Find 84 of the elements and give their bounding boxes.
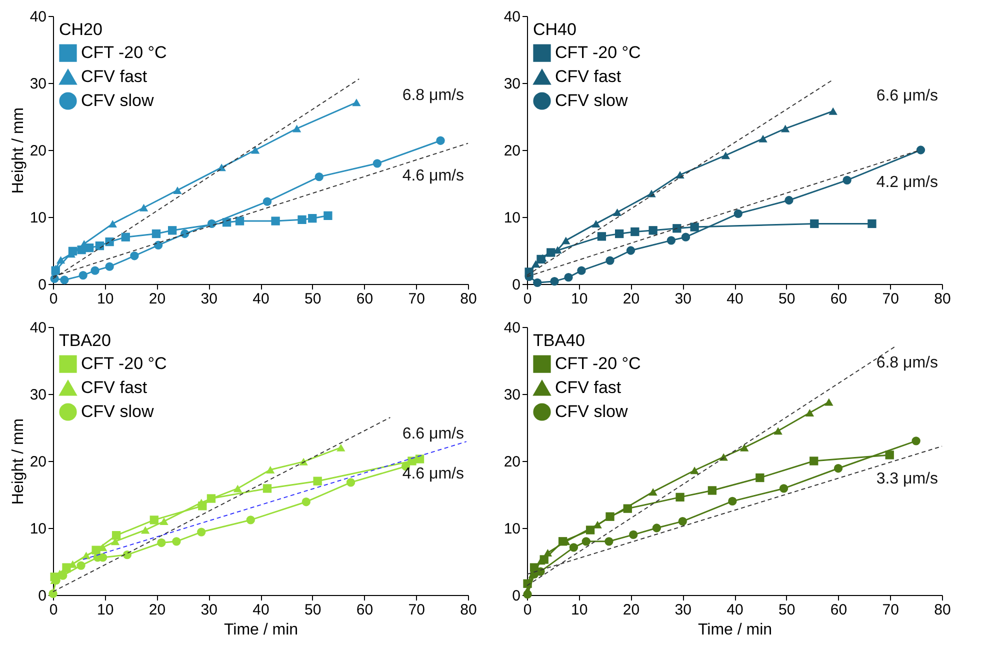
x-tick-label: 30 [200, 602, 218, 618]
y-tick-label: 30 [504, 386, 520, 404]
x-tick-label: 60 [830, 290, 848, 308]
x-tick-label: 40 [726, 602, 744, 618]
y-tick-label: 30 [30, 76, 46, 92]
y-tick-label: 20 [504, 454, 520, 470]
x-tick-label: 70 [882, 602, 899, 618]
legend-label: CFT -20 °C [81, 354, 167, 373]
legend-title: CH20 [59, 20, 102, 39]
x-tick-label: 20 [622, 602, 640, 618]
y-tick-label: 10 [30, 210, 46, 226]
y-tick-label: 20 [30, 142, 46, 160]
x-tick-label: 60 [830, 602, 848, 618]
x-tick-label: 80 [934, 290, 951, 308]
x-axis-title: Time / min [224, 622, 298, 638]
x-tick-label: 10 [97, 290, 114, 308]
x-tick-label: 70 [408, 602, 425, 618]
x-tick-label: 50 [778, 602, 796, 618]
x-tick-label: 20 [148, 290, 166, 308]
annotation: 6.8 μm/s [876, 354, 938, 372]
x-tick-label: 10 [571, 290, 588, 308]
legend-label: CFV slow [555, 402, 628, 421]
y-tick-label: 40 [30, 320, 46, 336]
x-tick-label: 40 [252, 290, 270, 308]
x-tick-label: 0 [49, 290, 58, 308]
y-tick-label: 0 [38, 276, 46, 294]
x-tick-label: 10 [571, 602, 588, 618]
y-tick-label: 10 [30, 520, 46, 538]
legend-label: CFV slow [555, 91, 628, 110]
legend-label: CFV fast [555, 378, 622, 397]
y-axis-title: Height / mm [10, 418, 27, 505]
x-tick-label: 20 [622, 290, 640, 308]
y-tick-label: 10 [504, 210, 520, 226]
legend-title: CH40 [533, 20, 576, 39]
x-tick-label: 80 [460, 602, 477, 618]
legend-label: CFV slow [81, 91, 154, 110]
y-tick-label: 30 [30, 386, 46, 404]
y-tick-label: 40 [504, 8, 520, 26]
annotation: 4.2 μm/s [876, 174, 938, 191]
annotation: 3.3 μm/s [876, 470, 938, 488]
x-tick-label: 30 [674, 602, 692, 618]
legend-label: CFT -20 °C [555, 43, 641, 62]
x-tick-label: 40 [252, 602, 270, 618]
annotation: 4.6 μm/s [402, 167, 464, 184]
legend-label: CFT -20 °C [81, 43, 167, 62]
y-tick-label: 40 [30, 8, 46, 26]
annotation: 6.8 μm/s [402, 86, 464, 104]
x-tick-label: 60 [356, 602, 374, 618]
legend-title: TBA20 [59, 331, 111, 350]
y-tick-label: 20 [30, 454, 46, 470]
y-axis-title: Height / mm [10, 107, 27, 194]
annotation: 6.6 μm/s [402, 425, 464, 442]
y-tick-label: 30 [504, 76, 520, 92]
legend-label: CFV fast [555, 67, 622, 86]
annotation: 6.6 μm/s [876, 88, 938, 105]
x-tick-label: 50 [778, 290, 796, 308]
x-tick-label: 10 [97, 602, 114, 618]
legend-label: CFV slow [81, 402, 154, 421]
y-tick-label: 10 [504, 520, 520, 538]
x-tick-label: 0 [523, 602, 532, 618]
x-tick-label: 40 [726, 290, 744, 308]
x-tick-label: 70 [882, 290, 899, 308]
legend-label: CFT -20 °C [555, 354, 641, 373]
annotation: 4.6 μm/s [402, 466, 464, 483]
y-tick-label: 0 [512, 276, 520, 294]
x-tick-label: 0 [49, 602, 58, 618]
x-tick-label: 60 [356, 290, 374, 308]
x-tick-label: 50 [304, 602, 322, 618]
x-tick-label: 50 [304, 290, 322, 308]
y-tick-label: 40 [504, 320, 520, 336]
legend-label: CFV fast [81, 67, 148, 86]
x-tick-label: 80 [460, 290, 477, 308]
x-tick-label: 80 [934, 602, 951, 618]
legend-title: TBA40 [533, 331, 585, 350]
y-tick-label: 20 [504, 142, 520, 160]
x-axis-title: Time / min [698, 622, 772, 638]
x-tick-label: 30 [200, 290, 218, 308]
x-tick-label: 0 [523, 290, 532, 308]
x-tick-label: 70 [408, 290, 425, 308]
y-tick-label: 0 [512, 588, 520, 604]
legend-label: CFV fast [81, 378, 148, 397]
x-tick-label: 20 [148, 602, 166, 618]
x-tick-label: 30 [674, 290, 692, 308]
y-tick-label: 0 [38, 588, 46, 604]
